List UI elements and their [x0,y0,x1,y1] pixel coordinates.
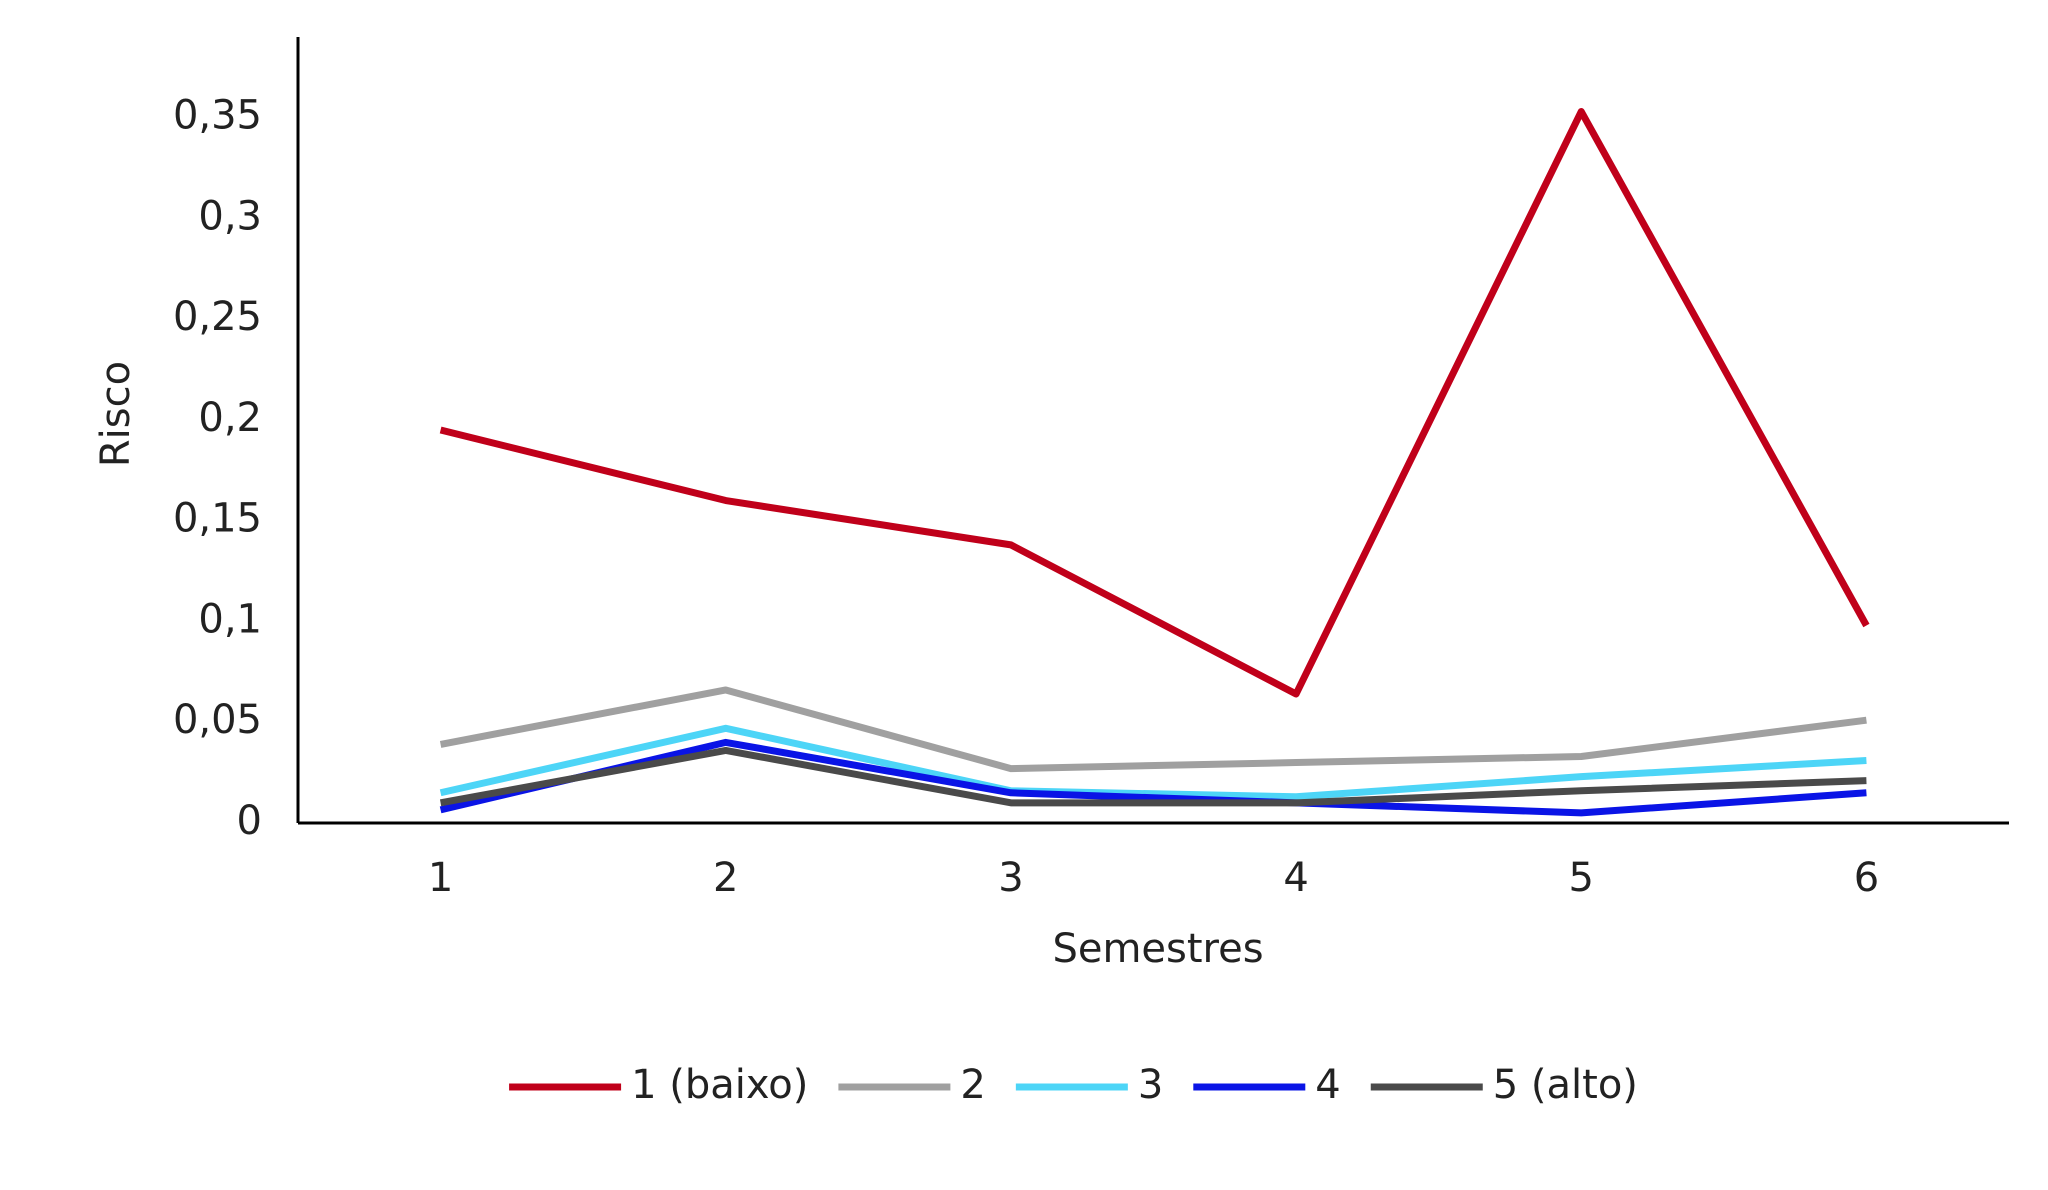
legend-label: 3 [1138,1062,1163,1108]
legend-label: 2 [960,1062,985,1108]
y-tick-label: 0 [237,798,262,844]
series-line [439,738,1867,817]
legend-label: 4 [1315,1062,1340,1108]
y-tick-label: 0,25 [173,294,262,340]
x-tick-label: 5 [1569,855,1594,901]
y-tick-label: 0,05 [173,697,262,743]
legend-label: 1 (baixo) [631,1062,808,1108]
series-line [439,686,1867,773]
y-axis-title: Risco [93,361,139,467]
x-tick-label: 3 [998,855,1023,901]
legend-label: 5 (alto) [1493,1062,1638,1108]
series-line [439,746,1867,807]
x-tick-label: 1 [428,855,453,901]
x-tick-label: 6 [1854,855,1879,901]
y-tick-label: 0,35 [173,93,262,139]
y-tick-label: 0,15 [173,496,262,542]
x-tick-label: 4 [1283,855,1308,901]
y-tick-label: 0,1 [198,596,262,642]
x-tick-label: 2 [713,855,738,901]
y-tick-label: 0,2 [198,395,262,441]
series-line [439,108,1870,698]
y-tick-label: 0,3 [198,193,262,239]
series-line [439,724,1867,801]
x-axis-title: Semestres [1052,926,1263,972]
